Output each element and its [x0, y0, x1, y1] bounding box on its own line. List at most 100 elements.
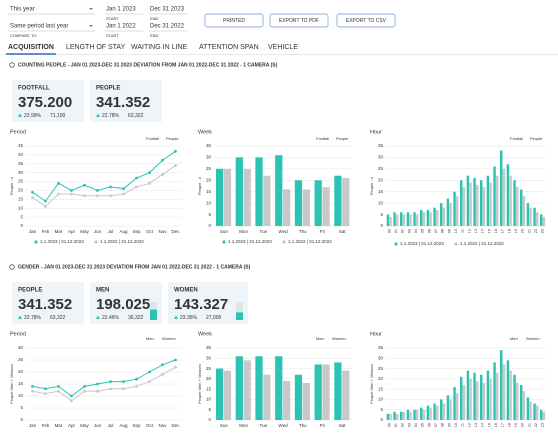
bar	[480, 374, 483, 420]
point	[109, 185, 112, 189]
bar	[422, 212, 426, 226]
metric-toggle[interactable]: People	[530, 136, 543, 141]
bar	[294, 180, 303, 226]
kpi-value: 198.025	[96, 296, 150, 313]
y-tick-label: 5	[380, 407, 383, 412]
y-tick-label: 15	[206, 189, 212, 194]
x-tick-label: Fri	[320, 423, 325, 428]
bar	[526, 397, 530, 420]
x-tick-label: 16	[494, 423, 498, 427]
bar	[275, 356, 283, 420]
x-tick-label: Tue	[259, 229, 267, 234]
date-label: START	[106, 33, 119, 38]
bar	[429, 212, 432, 226]
x-tick-label: 02	[401, 423, 405, 427]
button[interactable]	[269, 13, 329, 28]
y-tick-label: 10	[18, 205, 24, 210]
y-tick-label: 5	[20, 214, 23, 219]
button[interactable]	[204, 13, 264, 28]
point	[161, 363, 164, 367]
bar	[520, 189, 523, 226]
bar	[520, 385, 523, 420]
y-tick-label: 0	[20, 223, 23, 228]
bar	[496, 175, 499, 226]
kpi-card	[168, 282, 248, 324]
x-tick-label: 09	[447, 229, 451, 233]
up-arrow	[18, 315, 22, 319]
x-tick-label: 05	[421, 423, 425, 427]
bar	[522, 196, 526, 226]
chart-title: Period	[10, 129, 26, 135]
kpi-label: PEOPLE	[18, 288, 42, 294]
legend-swatch	[34, 240, 38, 244]
x-tick-label: Apr	[68, 229, 76, 234]
x-tick-label: Dec	[171, 229, 180, 234]
y-tick-label: 20	[18, 369, 24, 374]
point	[161, 173, 164, 176]
y-tick-label: 25	[206, 366, 212, 371]
legend-label: 1.1.2023 | 31.12.2023	[40, 239, 84, 244]
metric-toggle[interactable]: Footfall	[146, 136, 159, 141]
bar	[393, 212, 396, 226]
x-tick-label: Tue	[259, 423, 267, 428]
metric-toggle[interactable]: People	[166, 136, 179, 141]
x-tick-label: 04	[414, 423, 418, 427]
button[interactable]	[336, 13, 396, 28]
y-tick-label: 0	[380, 417, 383, 422]
chart-title: Hour	[370, 331, 382, 337]
x-tick-label: Sat	[339, 423, 347, 428]
bar	[263, 175, 271, 226]
y-tick-label: 15	[18, 197, 24, 202]
compare-label: COMPARE TO	[10, 33, 36, 38]
bar	[473, 178, 476, 226]
date-input: Jan 1 2023	[106, 7, 136, 13]
point	[44, 199, 47, 203]
bar	[536, 405, 539, 420]
bar	[235, 356, 243, 420]
kpi-label: MEN	[96, 288, 109, 294]
metric-toggle[interactable]: Footfall	[510, 136, 523, 141]
metric-toggle[interactable]: People	[336, 136, 349, 141]
bar	[294, 374, 303, 420]
bar	[402, 411, 406, 420]
point	[96, 189, 99, 192]
bar	[442, 403, 446, 420]
x-tick-label: Aug	[119, 423, 128, 428]
legend-label: Women	[332, 336, 346, 341]
metric-toggle[interactable]: Footfall	[316, 136, 329, 141]
caret	[89, 8, 93, 10]
y-tick-label: 10	[206, 397, 212, 402]
x-tick-label: 21	[527, 229, 531, 233]
y-axis-label: People - #	[197, 176, 202, 195]
bar	[476, 380, 479, 420]
bar	[263, 374, 271, 420]
y-axis-label: People - #	[9, 176, 14, 195]
bar	[314, 364, 322, 420]
x-tick-label: 03	[407, 229, 411, 233]
bar	[436, 210, 439, 226]
point	[148, 380, 151, 383]
bar	[215, 168, 224, 226]
point	[148, 370, 151, 374]
bar	[533, 207, 536, 226]
point	[109, 387, 112, 391]
bar	[460, 180, 463, 226]
point	[31, 385, 34, 388]
x-tick-label: 07	[434, 229, 438, 233]
x-tick-label: Aug	[119, 229, 128, 234]
point	[70, 192, 73, 196]
bar	[275, 155, 283, 226]
period-select: This year	[10, 7, 35, 13]
bar	[476, 184, 479, 226]
legend-label: 1.1.2022 | 31.12.2022	[288, 239, 332, 244]
date-label: START	[106, 16, 119, 21]
x-tick-label: 20	[521, 229, 525, 233]
x-tick-label: Jul	[108, 229, 114, 234]
bar	[393, 411, 396, 420]
y-tick-label: 40	[18, 152, 24, 157]
bar	[433, 403, 436, 420]
point	[109, 380, 112, 383]
kpi-label: FOOTFALL	[18, 86, 50, 92]
x-tick-label: Thu	[299, 423, 307, 428]
x-tick-label: Mon	[239, 423, 248, 428]
